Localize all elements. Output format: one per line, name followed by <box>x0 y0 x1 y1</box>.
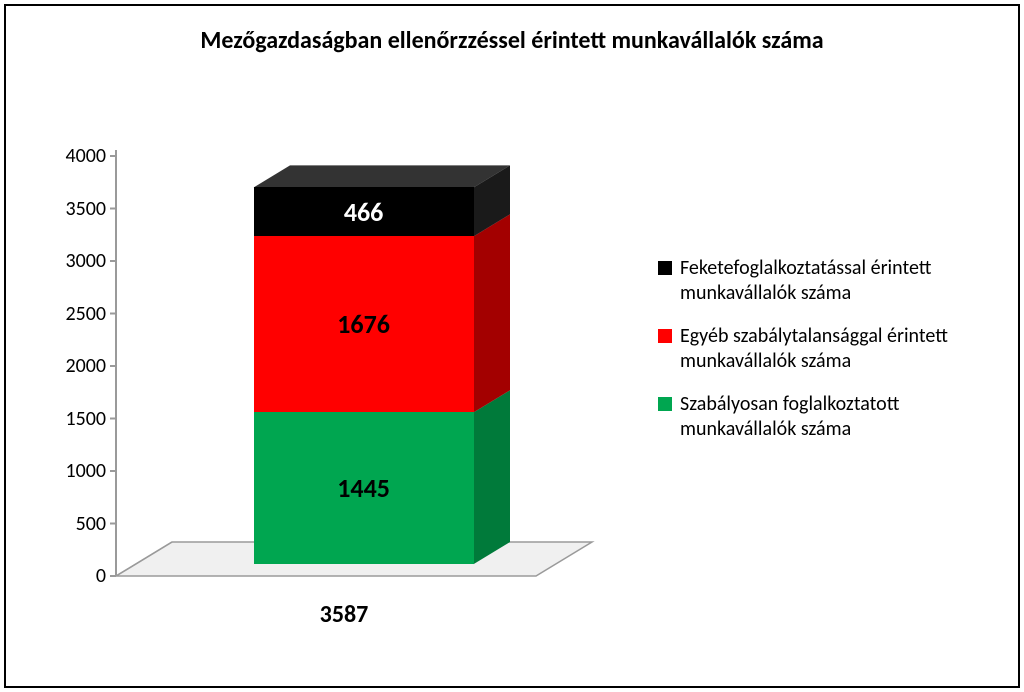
y-tick-label: 2500 <box>46 302 106 326</box>
y-tick-label: 4000 <box>46 144 106 168</box>
bar-segment-side <box>474 165 510 236</box>
y-tick-label: 1500 <box>46 407 106 431</box>
y-tick-label: 0 <box>46 564 106 588</box>
y-tick-label: 2000 <box>46 354 106 378</box>
bar-segment-side <box>474 390 510 564</box>
legend-label: Egyéb szabálytalansággal érintett munkav… <box>680 324 998 374</box>
y-tick-label: 3500 <box>46 197 106 221</box>
legend-swatch <box>658 397 672 411</box>
legend-swatch <box>658 261 672 275</box>
y-tick-label: 3000 <box>46 249 106 273</box>
legend-label: Szabályosan foglalkoztatott munkavállaló… <box>680 392 998 442</box>
bar-data-label: 466 <box>344 196 384 228</box>
legend: Feketefoglalkoztatással érintett munkavá… <box>658 256 998 460</box>
legend-item: Feketefoglalkoztatással érintett munkavá… <box>658 256 998 306</box>
chart-frame: Mezőgazdaságban ellenőrzzéssel érintett … <box>4 4 1020 688</box>
y-tick-label: 500 <box>46 512 106 536</box>
bar-top-face <box>254 165 510 187</box>
legend-swatch <box>658 329 672 343</box>
bar-segment-side <box>474 214 510 412</box>
y-tick-label: 1000 <box>46 459 106 483</box>
legend-item: Egyéb szabálytalansággal érintett munkav… <box>658 324 998 374</box>
bar-data-label: 1676 <box>337 308 390 340</box>
x-axis-label: 3587 <box>284 600 404 629</box>
legend-label: Feketefoglalkoztatással érintett munkavá… <box>680 256 998 306</box>
plot-area: 0 500 1000 1500 2000 2500 3000 3500 4000 1445 167… <box>46 96 666 656</box>
legend-item: Szabályosan foglalkoztatott munkavállaló… <box>658 392 998 442</box>
chart-title: Mezőgazdaságban ellenőrzzéssel érintett … <box>6 26 1018 55</box>
bar-data-label: 1445 <box>337 472 390 504</box>
